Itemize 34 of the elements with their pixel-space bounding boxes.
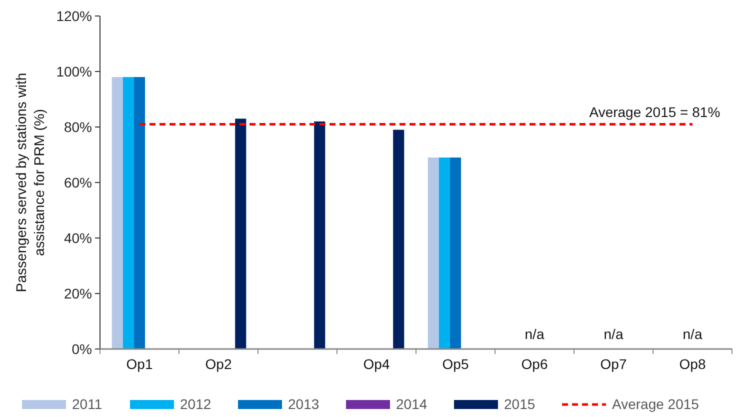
y-tick-label: 60% xyxy=(64,174,92,190)
legend-label: 2013 xyxy=(288,396,320,412)
bar xyxy=(428,158,439,349)
bar xyxy=(450,158,462,349)
legend-label: Average 2015 xyxy=(612,396,700,412)
bar xyxy=(235,118,246,349)
x-tick-label: Op7 xyxy=(600,356,627,372)
annotation: n/a xyxy=(524,326,544,342)
y-tick-label: 20% xyxy=(64,285,92,302)
y-tick-label: 40% xyxy=(64,230,92,246)
x-tick-label: Op6 xyxy=(521,356,548,372)
y-axis-title: Passengers served by stations with assistance for PRM (%) xyxy=(13,72,47,292)
bar xyxy=(393,130,404,349)
x-tick-label: Op2 xyxy=(205,356,232,372)
bar xyxy=(112,77,123,349)
x-tick-label: Op5 xyxy=(442,356,469,372)
annotation: n/a xyxy=(682,326,702,342)
bar xyxy=(438,158,450,349)
y-tick-label: 100% xyxy=(56,63,92,80)
x-tick-label: Op1 xyxy=(126,356,153,372)
y-tick-label: 0% xyxy=(72,340,92,357)
bar xyxy=(134,77,146,349)
legend-label: 2011 xyxy=(72,396,102,412)
legend-label: 2012 xyxy=(180,396,212,412)
legend-label: 2015 xyxy=(504,396,536,412)
y-tick-label: 80% xyxy=(64,118,92,135)
annotation: n/a xyxy=(604,326,624,342)
legend-label: 2014 xyxy=(396,396,428,412)
y-tick-label: 120% xyxy=(56,8,92,24)
bar xyxy=(122,77,134,349)
annotation: Average 2015 = 81% xyxy=(589,104,720,120)
x-tick-label: Op4 xyxy=(363,356,390,372)
bar xyxy=(314,121,326,349)
x-tick-label: Op8 xyxy=(679,356,706,372)
